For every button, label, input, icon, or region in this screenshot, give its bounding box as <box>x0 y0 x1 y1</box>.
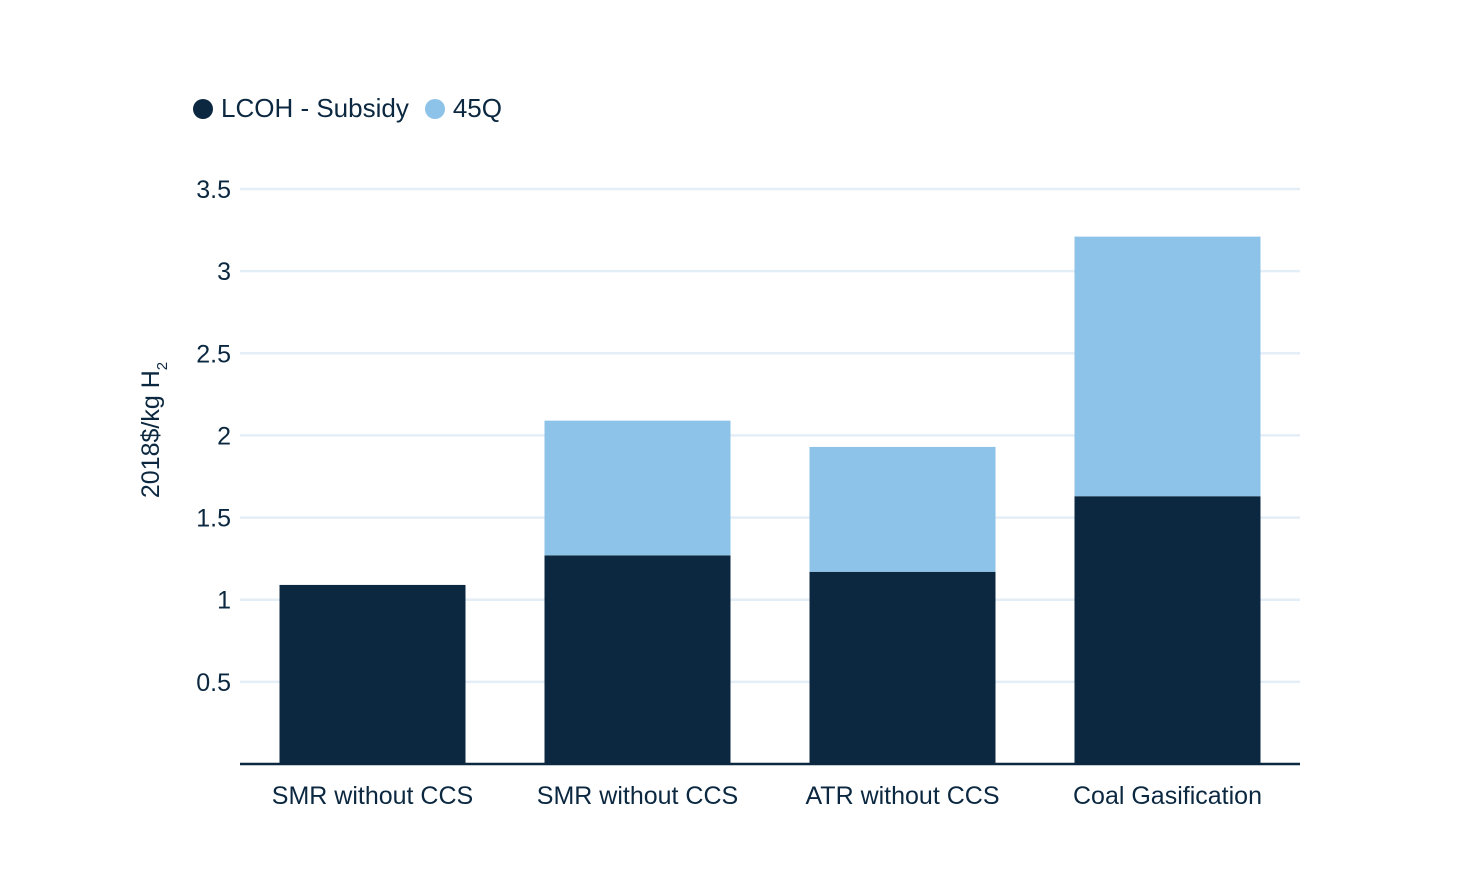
y-tick-label: 2 <box>217 422 231 450</box>
legend-label-45q: 45Q <box>452 93 502 123</box>
y-tick-label: 3.5 <box>196 176 231 204</box>
bar-lcoh-subsidy <box>809 571 996 764</box>
legend-swatch-lcoh <box>193 98 213 119</box>
y-tick-label: 1.5 <box>196 505 231 533</box>
bar-lcoh-subsidy <box>279 584 466 764</box>
y-axis-label-subscript: 2 <box>154 362 171 370</box>
legend-swatch-45q <box>424 98 445 119</box>
y-tick-label: 1 <box>217 587 231 615</box>
legend-item-lcoh: LCOH - Subsidy <box>193 93 409 124</box>
bar-lcoh-subsidy <box>1074 496 1261 764</box>
bar-45q <box>1074 236 1261 497</box>
x-tick-label: SMR without CCS <box>537 782 738 810</box>
x-tick-label: SMR without CCS <box>272 782 473 810</box>
bar-45q <box>809 446 996 572</box>
y-tick-label: 0.5 <box>196 669 231 697</box>
x-tick-label: ATR without CCS <box>805 782 999 810</box>
bar-45q <box>544 420 731 556</box>
bar-lcoh-subsidy <box>544 555 731 764</box>
legend-label-lcoh: LCOH - Subsidy <box>221 93 409 123</box>
legend: LCOH - Subsidy 45Q <box>193 93 518 124</box>
y-tick-label: 2.5 <box>196 340 231 368</box>
y-tick-label: 3 <box>217 258 231 286</box>
legend-item-45q: 45Q <box>424 93 502 124</box>
y-axis-label-text: 2018$/kg H <box>137 370 165 498</box>
x-tick-label: Coal Gasification <box>1073 782 1262 810</box>
y-axis-label: 2018$/kg H2 <box>137 362 171 498</box>
